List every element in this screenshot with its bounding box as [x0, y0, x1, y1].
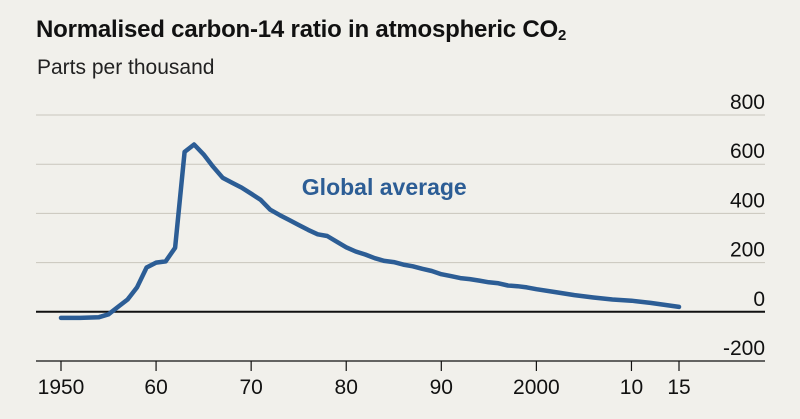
- y-tick-label: 200: [730, 239, 765, 262]
- series-line-global-average: [58, 142, 682, 321]
- x-tick-label: 1950: [38, 376, 85, 399]
- series-label-global-average: Global average: [302, 174, 467, 200]
- chart-subtitle: Parts per thousand: [37, 56, 215, 79]
- x-tick-label: 90: [430, 376, 453, 399]
- annotation-layer: Global average: [302, 174, 467, 200]
- chart-title-subscript: 2: [558, 27, 567, 44]
- x-tick-label: 2000: [513, 376, 560, 399]
- x-tick-label: 60: [144, 376, 167, 399]
- y-tick-label: 800: [730, 91, 765, 114]
- x-tick-label: 80: [335, 376, 358, 399]
- chart-title-text: Normalised carbon-14 ratio in atmospheri…: [36, 16, 559, 43]
- y-axis-tick-labels: -200 0 200 400 600 800: [723, 91, 765, 360]
- y-tick-label: 600: [730, 140, 765, 163]
- x-tick-label: 10: [620, 376, 643, 399]
- x-tick-label: 70: [239, 376, 262, 399]
- y-tick-label: -200: [723, 337, 765, 360]
- x-tick-label: 15: [667, 376, 690, 399]
- y-tick-label: 400: [730, 189, 765, 212]
- y-tick-label: 0: [753, 288, 765, 311]
- x-axis: 1950 60 70 80 90 2000 10 15: [36, 310, 765, 399]
- series-layer: [58, 142, 682, 321]
- chart-title: Normalised carbon-14 ratio in atmospheri…: [36, 16, 566, 44]
